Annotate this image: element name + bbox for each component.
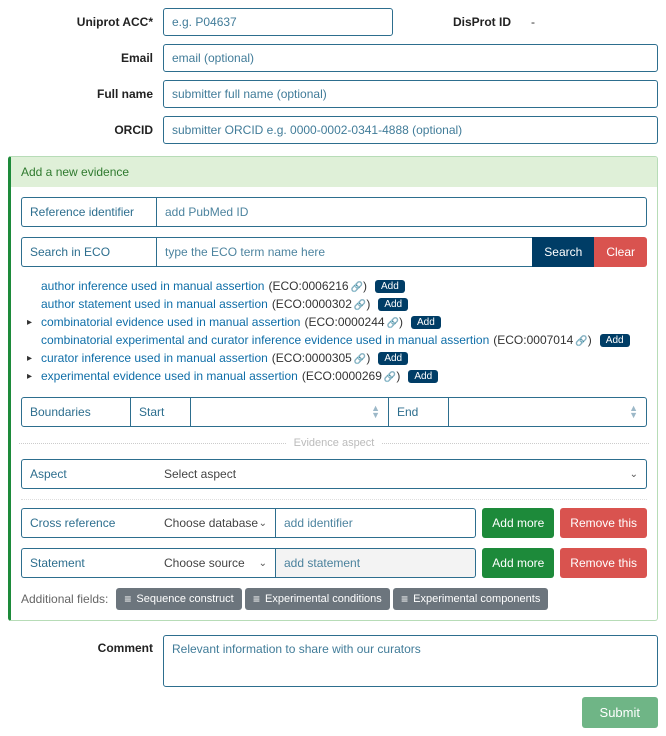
eco-code: (ECO:0000244🔗) <box>304 315 403 329</box>
orcid-input[interactable] <box>163 116 658 144</box>
eco-add-button[interactable]: Add <box>600 334 630 347</box>
external-link-icon: 🔗 <box>351 282 363 293</box>
comment-label: Comment <box>8 635 163 687</box>
eco-add-button[interactable]: Add <box>411 316 441 329</box>
xref-id-input[interactable] <box>276 508 476 538</box>
xref-db-select[interactable]: Choose database ⌄ <box>156 508 276 538</box>
list-icon <box>401 592 408 606</box>
eco-term-link[interactable]: combinatorial evidence used in manual as… <box>41 315 300 329</box>
eco-search-label: Search in ECO <box>21 237 156 267</box>
evidence-heading: Add a new evidence <box>11 157 657 187</box>
chevron-down-icon: ⌄ <box>259 518 267 529</box>
orcid-label: ORCID <box>8 123 163 137</box>
xref-db-value: Choose database <box>164 516 258 530</box>
additional-fields-label: Additional fields: <box>21 592 108 606</box>
eco-add-button[interactable]: Add <box>375 280 405 293</box>
xref-remove-button[interactable]: Remove this <box>560 508 647 538</box>
eco-code: (ECO:0000305🔗) <box>272 351 371 365</box>
aspect-divider: Evidence aspect <box>11 437 657 449</box>
eco-code: (ECO:0006216🔗) <box>268 279 367 293</box>
statement-source-select[interactable]: Choose source ⌄ <box>156 548 276 578</box>
boundaries-label: Boundaries <box>21 397 131 427</box>
fullname-label: Full name <box>8 87 163 101</box>
eco-item: combinatorial experimental and curator i… <box>27 331 647 349</box>
eco-item: ▸ curator inference used in manual assert… <box>27 349 647 367</box>
uniprot-input[interactable] <box>163 8 393 36</box>
eco-code: (ECO:0007014🔗) <box>493 333 592 347</box>
statement-add-button[interactable]: Add more <box>482 548 554 578</box>
additional-field-chip[interactable]: Experimental components <box>393 588 548 610</box>
aspect-label: Aspect <box>21 459 156 489</box>
list-icon <box>124 592 131 606</box>
additional-field-chip[interactable]: Sequence construct <box>116 588 241 610</box>
eco-term-link[interactable]: experimental evidence used in manual ass… <box>41 369 298 383</box>
eco-term-link[interactable]: combinatorial experimental and curator i… <box>41 333 489 347</box>
aspect-select[interactable]: Select aspect ⌄ <box>156 459 647 489</box>
ref-id-input[interactable] <box>156 197 647 227</box>
fullname-input[interactable] <box>163 80 658 108</box>
statement-remove-button[interactable]: Remove this <box>560 548 647 578</box>
eco-code: (ECO:0000302🔗) <box>272 297 371 311</box>
start-input[interactable]: ▲▼ <box>191 397 389 427</box>
end-input[interactable]: ▲▼ <box>449 397 647 427</box>
eco-code: (ECO:0000269🔗) <box>302 369 401 383</box>
eco-term-link[interactable]: curator inference used in manual asserti… <box>41 351 268 365</box>
expand-icon[interactable]: ▸ <box>27 317 37 328</box>
disprot-value: - <box>531 15 535 29</box>
statement-label: Statement <box>21 548 156 578</box>
eco-item: author inference used in manual assertio… <box>27 277 647 295</box>
disprot-label: DisProt ID <box>453 15 511 29</box>
eco-item: ▸ combinatorial evidence used in manual a… <box>27 313 647 331</box>
email-label: Email <box>8 51 163 65</box>
eco-search-input[interactable] <box>156 237 532 267</box>
evidence-panel: Add a new evidence Reference identifier … <box>8 156 658 621</box>
eco-add-button[interactable]: Add <box>378 352 408 365</box>
eco-term-link[interactable]: author inference used in manual assertio… <box>41 279 264 293</box>
statement-source-value: Choose source <box>164 556 245 570</box>
external-link-icon: 🔗 <box>354 354 366 365</box>
chevron-down-icon: ⌄ <box>259 558 267 569</box>
external-link-icon: 🔗 <box>354 300 366 311</box>
chevron-down-icon: ⌄ <box>630 469 638 480</box>
eco-add-button[interactable]: Add <box>408 370 438 383</box>
external-link-icon: 🔗 <box>384 372 396 383</box>
eco-item: author statement used in manual assertio… <box>27 295 647 313</box>
aspect-value: Select aspect <box>164 467 236 481</box>
ref-id-label: Reference identifier <box>21 197 156 227</box>
comment-textarea[interactable] <box>163 635 658 687</box>
email-input[interactable] <box>163 44 658 72</box>
clear-button[interactable]: Clear <box>594 237 647 267</box>
start-label: Start <box>131 397 191 427</box>
expand-icon[interactable]: ▸ <box>27 353 37 364</box>
eco-add-button[interactable]: Add <box>378 298 408 311</box>
submit-button[interactable]: Submit <box>582 697 658 728</box>
expand-icon[interactable]: ▸ <box>27 371 37 382</box>
end-label: End <box>389 397 449 427</box>
search-button[interactable]: Search <box>532 237 594 267</box>
eco-item: ▸ experimental evidence used in manual as… <box>27 367 647 385</box>
additional-field-chip[interactable]: Experimental conditions <box>245 588 390 610</box>
list-icon <box>253 592 260 606</box>
external-link-icon: 🔗 <box>387 318 399 329</box>
eco-list: author inference used in manual assertio… <box>21 275 647 391</box>
xref-add-button[interactable]: Add more <box>482 508 554 538</box>
external-link-icon: 🔗 <box>575 336 587 347</box>
eco-term-link[interactable]: author statement used in manual assertio… <box>41 297 268 311</box>
xref-label: Cross reference <box>21 508 156 538</box>
uniprot-label: Uniprot ACC* <box>8 15 163 29</box>
statement-input[interactable] <box>276 548 476 578</box>
